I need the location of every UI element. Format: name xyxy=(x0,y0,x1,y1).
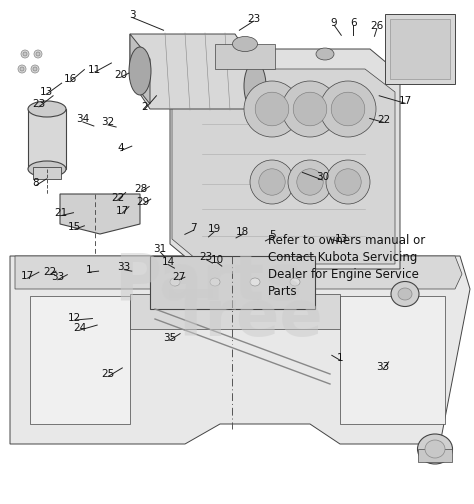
Text: 15: 15 xyxy=(68,222,82,232)
Text: 19: 19 xyxy=(208,224,221,234)
Ellipse shape xyxy=(36,52,40,56)
Ellipse shape xyxy=(335,169,361,195)
Polygon shape xyxy=(10,256,470,444)
Ellipse shape xyxy=(244,62,266,110)
Text: 23: 23 xyxy=(200,252,213,262)
Ellipse shape xyxy=(259,169,285,195)
Text: 23: 23 xyxy=(247,14,260,24)
Text: 34: 34 xyxy=(76,114,90,124)
Text: Parts: Parts xyxy=(114,251,303,313)
Ellipse shape xyxy=(326,160,370,204)
Text: 8: 8 xyxy=(33,178,39,188)
Text: 24: 24 xyxy=(73,323,86,333)
Text: 3: 3 xyxy=(129,10,136,20)
Text: 31: 31 xyxy=(154,244,167,255)
Text: 7: 7 xyxy=(190,223,197,233)
Ellipse shape xyxy=(391,282,419,306)
Polygon shape xyxy=(340,296,445,424)
Ellipse shape xyxy=(23,52,27,56)
Text: 21: 21 xyxy=(54,208,67,218)
Text: 29: 29 xyxy=(137,197,150,207)
Ellipse shape xyxy=(316,48,334,60)
Text: 26: 26 xyxy=(370,21,383,31)
Text: 28: 28 xyxy=(135,184,148,194)
Ellipse shape xyxy=(255,92,289,126)
Text: 16: 16 xyxy=(64,74,77,84)
Text: 4: 4 xyxy=(118,143,124,153)
Text: 32: 32 xyxy=(101,117,115,128)
Text: 27: 27 xyxy=(173,272,186,282)
Text: 22: 22 xyxy=(111,193,124,203)
Text: 5: 5 xyxy=(269,230,275,240)
Ellipse shape xyxy=(418,434,453,464)
Ellipse shape xyxy=(21,50,29,58)
Ellipse shape xyxy=(18,65,26,73)
Text: 1: 1 xyxy=(86,265,92,275)
Text: 33: 33 xyxy=(376,362,390,372)
Text: 9: 9 xyxy=(331,18,337,28)
Text: 22: 22 xyxy=(43,267,56,277)
Ellipse shape xyxy=(250,160,294,204)
Text: 1: 1 xyxy=(337,353,344,363)
Ellipse shape xyxy=(170,278,180,286)
Polygon shape xyxy=(170,49,400,269)
Ellipse shape xyxy=(398,288,412,300)
Text: 14: 14 xyxy=(162,257,175,267)
Text: 33: 33 xyxy=(51,272,64,282)
Text: 10: 10 xyxy=(210,255,224,265)
Text: 13: 13 xyxy=(40,87,53,97)
Polygon shape xyxy=(130,34,255,109)
Text: 12: 12 xyxy=(68,312,82,323)
Text: 20: 20 xyxy=(114,70,128,80)
Ellipse shape xyxy=(290,278,300,286)
Polygon shape xyxy=(15,256,462,289)
Text: 17: 17 xyxy=(21,271,34,281)
Bar xyxy=(28,109,66,169)
Ellipse shape xyxy=(28,101,66,117)
Text: 35: 35 xyxy=(163,333,176,343)
Polygon shape xyxy=(30,296,130,424)
Bar xyxy=(390,19,450,79)
Polygon shape xyxy=(130,294,340,329)
Ellipse shape xyxy=(331,92,365,126)
Ellipse shape xyxy=(233,36,257,51)
Text: 13: 13 xyxy=(335,234,348,244)
Ellipse shape xyxy=(244,81,300,137)
Text: 25: 25 xyxy=(101,369,115,379)
Ellipse shape xyxy=(297,169,323,195)
Polygon shape xyxy=(60,194,140,234)
Ellipse shape xyxy=(320,81,376,137)
Text: 17: 17 xyxy=(399,96,412,106)
Polygon shape xyxy=(172,69,395,264)
Ellipse shape xyxy=(20,67,24,71)
Text: 33: 33 xyxy=(118,262,131,272)
Bar xyxy=(418,449,452,462)
Text: Refer to owners manual or
Contact Kubota Servicing
Dealer for Engine Service
Par: Refer to owners manual or Contact Kubota… xyxy=(268,234,425,298)
Ellipse shape xyxy=(28,161,66,177)
Text: 17: 17 xyxy=(116,206,129,216)
Text: 18: 18 xyxy=(236,227,249,237)
Bar xyxy=(33,167,61,179)
Text: Tree: Tree xyxy=(169,286,324,349)
Polygon shape xyxy=(150,256,315,309)
Text: 11: 11 xyxy=(88,65,101,75)
Ellipse shape xyxy=(210,278,220,286)
Ellipse shape xyxy=(293,92,327,126)
Ellipse shape xyxy=(250,278,260,286)
Ellipse shape xyxy=(282,81,338,137)
Text: 22: 22 xyxy=(377,115,391,125)
Polygon shape xyxy=(130,34,150,104)
Ellipse shape xyxy=(425,440,445,458)
Text: 2: 2 xyxy=(141,102,148,112)
Text: 23: 23 xyxy=(32,99,46,109)
Bar xyxy=(215,44,275,69)
Polygon shape xyxy=(385,14,455,84)
Ellipse shape xyxy=(288,160,332,204)
Ellipse shape xyxy=(129,47,151,95)
Text: 6: 6 xyxy=(350,18,356,28)
Ellipse shape xyxy=(33,67,37,71)
Ellipse shape xyxy=(34,50,42,58)
Text: 30: 30 xyxy=(316,172,329,182)
Ellipse shape xyxy=(31,65,39,73)
